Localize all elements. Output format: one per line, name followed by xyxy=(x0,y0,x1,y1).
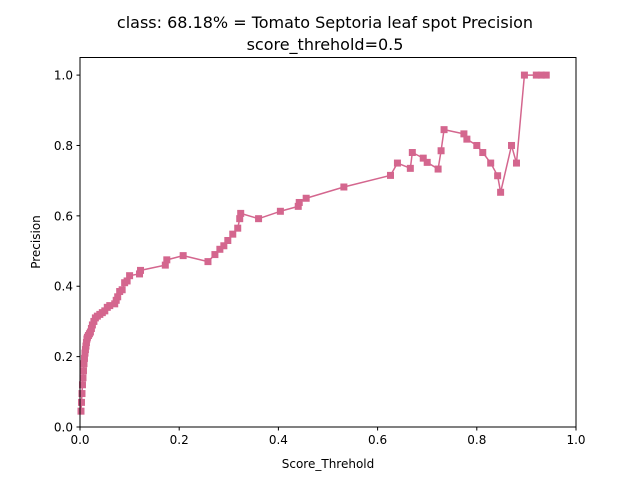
data-point-marker xyxy=(79,367,87,375)
x-tick-label: 1.0 xyxy=(566,433,585,447)
data-point-marker xyxy=(81,346,89,354)
data-point-marker xyxy=(234,224,242,232)
data-point-marker xyxy=(236,215,244,223)
data-point-marker xyxy=(211,251,219,259)
y-axis-ticks: 0.0 0.2 0.4 0.6 0.8 1.0 xyxy=(54,69,80,435)
data-point-marker xyxy=(114,293,122,301)
data-point-marker xyxy=(179,252,187,260)
data-point-marker xyxy=(487,159,495,167)
y-axis-label: Precision xyxy=(29,215,43,269)
y-tick-label: 1.0 xyxy=(54,69,73,83)
data-point-marker xyxy=(118,286,126,294)
y-tick-label: 0.2 xyxy=(54,350,73,364)
data-point-marker xyxy=(340,183,348,191)
data-point-marker xyxy=(90,317,98,325)
data-point-marker xyxy=(112,296,120,304)
data-point-marker xyxy=(237,209,245,217)
data-point-marker xyxy=(294,202,302,210)
data-point-marker xyxy=(106,302,114,310)
x-tick-label: 0.2 xyxy=(170,433,189,447)
data-point-marker xyxy=(229,230,237,238)
data-point-marker xyxy=(508,141,516,149)
data-point-marker xyxy=(224,236,232,244)
data-point-marker xyxy=(81,349,89,357)
y-tick-label: 0.6 xyxy=(54,209,73,223)
data-point-marker xyxy=(479,149,487,157)
data-point-marker xyxy=(137,266,145,274)
data-point-marker xyxy=(161,261,169,269)
data-point-marker xyxy=(78,390,86,398)
x-tick-label: 0.4 xyxy=(269,433,288,447)
data-point-marker xyxy=(512,159,520,167)
data-point-marker xyxy=(406,164,414,172)
data-point-marker xyxy=(80,354,88,362)
data-point-marker xyxy=(537,71,545,79)
data-point-marker xyxy=(520,71,528,79)
data-point-marker xyxy=(386,171,394,179)
data-point-marker xyxy=(86,328,94,336)
y-tick-label: 0.4 xyxy=(54,280,73,294)
data-point-marker xyxy=(126,272,134,280)
data-point-marker xyxy=(437,147,445,155)
data-point-marker xyxy=(393,159,401,167)
data-point-marker xyxy=(302,194,310,202)
data-point-marker xyxy=(80,360,88,368)
data-point-marker xyxy=(494,172,502,180)
data-point-marker xyxy=(79,374,87,382)
x-tick-label: 0.6 xyxy=(368,433,387,447)
data-point-marker xyxy=(82,339,90,347)
data-point-marker xyxy=(419,154,427,162)
data-point-marker xyxy=(295,198,303,206)
data-point-marker xyxy=(440,126,448,134)
x-axis-label: Score_Threhold xyxy=(282,457,375,471)
chart-title: class: 68.18% = Tomato Septoria leaf spo… xyxy=(117,13,533,32)
data-point-marker xyxy=(88,321,96,329)
data-point-marker xyxy=(136,270,144,278)
x-tick-label: 0.8 xyxy=(467,433,486,447)
data-point-marker xyxy=(220,242,228,250)
plot-frame xyxy=(79,57,577,428)
data-point-marker xyxy=(111,300,119,308)
data-point-marker xyxy=(204,258,212,266)
data-point-marker xyxy=(78,381,86,389)
data-point-marker xyxy=(460,130,468,138)
chart-subtitle: score_threhold=0.5 xyxy=(247,35,404,55)
data-point-marker xyxy=(77,407,85,415)
data-point-marker xyxy=(408,149,416,157)
data-point-marker xyxy=(163,256,171,264)
data-point-marker xyxy=(542,71,550,79)
plot-area xyxy=(77,71,550,415)
data-point-marker xyxy=(123,277,131,285)
y-tick-label: 0.8 xyxy=(54,139,73,153)
data-point-marker xyxy=(255,215,263,223)
data-point-marker xyxy=(101,307,109,315)
x-axis-ticks: 0.0 0.2 0.4 0.6 0.8 1.0 xyxy=(70,427,586,447)
data-point-marker xyxy=(87,324,95,332)
data-point-marker xyxy=(276,207,284,215)
y-tick-label: 0.0 xyxy=(54,421,73,435)
data-point-marker xyxy=(463,135,471,143)
data-point-marker xyxy=(473,141,481,149)
data-point-marker xyxy=(423,158,431,166)
x-tick-label: 0.0 xyxy=(70,433,89,447)
data-point-marker xyxy=(434,165,442,173)
data-point-marker xyxy=(82,342,90,350)
data-point-marker xyxy=(216,245,224,253)
data-point-marker xyxy=(77,398,85,406)
data-point-marker xyxy=(532,71,540,79)
data-point-marker xyxy=(497,188,505,196)
